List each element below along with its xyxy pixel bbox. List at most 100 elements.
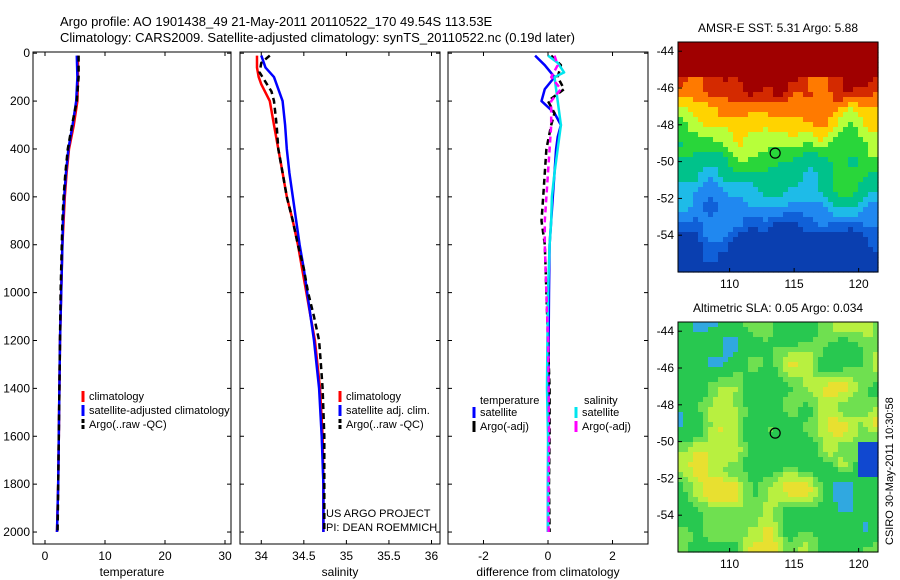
sla-heatmap-cell — [713, 337, 719, 343]
sst-heatmap-cell — [678, 222, 684, 228]
sla-heatmap-cell — [728, 377, 734, 383]
sst-heatmap-cell — [728, 152, 734, 158]
sla-heatmap-cell — [678, 427, 684, 433]
sst-heatmap-cell — [803, 52, 809, 58]
sla-heatmap-cell — [768, 417, 774, 423]
sla-heatmap-cell — [858, 547, 864, 553]
sst-heatmap-cell — [848, 237, 854, 243]
sst-heatmap-cell — [768, 247, 774, 253]
sst-heatmap-cell — [848, 152, 854, 158]
sst-heatmap-cell — [873, 252, 879, 258]
sla-heatmap-cell — [698, 337, 704, 343]
sla-heatmap-cell — [853, 547, 859, 553]
sla-heatmap-cell — [793, 482, 799, 488]
sst-heatmap-cell — [768, 92, 774, 98]
sst-heatmap-cell — [708, 267, 714, 273]
sst-heatmap-cell — [788, 202, 794, 208]
sla-heatmap-cell — [823, 402, 829, 408]
sla-heatmap-cell — [768, 402, 774, 408]
sla-heatmap-cell — [683, 502, 689, 508]
sla-heatmap-cell — [793, 342, 799, 348]
sst-heatmap-cell — [723, 82, 729, 88]
sst-heatmap-cell — [753, 47, 759, 53]
sla-heatmap-cell — [768, 457, 774, 463]
sla-heatmap-cell — [758, 487, 764, 493]
sst-heatmap-cell — [738, 87, 744, 93]
sst-heatmap-cell — [873, 87, 879, 93]
sst-heatmap-cell — [858, 222, 864, 228]
sst-heatmap-cell — [683, 112, 689, 118]
sst-heatmap-cell — [728, 102, 734, 108]
sst-heatmap-cell — [838, 252, 844, 258]
sla-heatmap-cell — [708, 397, 714, 403]
sla-heatmap-cell — [738, 527, 744, 533]
sla-heatmap-cell — [838, 427, 844, 433]
sst-heatmap-cell — [818, 112, 824, 118]
sla-heatmap-cell — [873, 517, 879, 523]
sla-heatmap-cell — [733, 412, 739, 418]
temp-legend-label: climatology — [89, 391, 145, 403]
sst-heatmap-cell — [833, 267, 839, 273]
sla-map-frame — [677, 321, 879, 553]
sla-heatmap-cell — [683, 497, 689, 503]
sla-heatmap-cell — [778, 522, 784, 528]
sla-heatmap-cell — [858, 367, 864, 373]
sst-heatmap-cell — [773, 262, 779, 268]
sst-heatmap-cell — [873, 122, 879, 128]
sla-heatmap-cell — [768, 547, 774, 553]
sla-heatmap-cell — [693, 492, 699, 498]
sla-heatmap-cell — [863, 517, 869, 523]
sla-heatmap-cell — [733, 477, 739, 483]
sla-heatmap-cell — [843, 337, 849, 343]
sst-heatmap-cell — [863, 162, 869, 168]
sst-heatmap-cell — [843, 77, 849, 83]
sla-heatmap-cell — [868, 512, 874, 518]
sst-heatmap-cell — [808, 197, 814, 203]
sst-heatmap-cell — [713, 82, 719, 88]
sla-heatmap-cell — [698, 342, 704, 348]
sla-heatmap-cell — [793, 347, 799, 353]
sla-heatmap-cell — [853, 517, 859, 523]
sla-heatmap-cell — [838, 352, 844, 358]
sla-heatmap-cell — [693, 487, 699, 493]
sst-heatmap-cell — [843, 157, 849, 163]
sla-heatmap-cell — [753, 502, 759, 508]
sla-heatmap-cell — [718, 457, 724, 463]
sla-heatmap-cell — [743, 327, 749, 333]
sla-heatmap-cell — [803, 417, 809, 423]
sla-heatmap-cell — [868, 527, 874, 533]
sla-heatmap-cell — [733, 322, 739, 328]
sst-heatmap-cell — [863, 127, 869, 133]
sst-heatmap-cell — [863, 87, 869, 93]
sst-heatmap-cell — [768, 207, 774, 213]
sst-heatmap-cell — [683, 87, 689, 93]
sst-heatmap-cell — [723, 132, 729, 138]
sst-heatmap-cell — [793, 237, 799, 243]
sst-heatmap-cell — [748, 197, 754, 203]
sst-heatmap-cell — [798, 167, 804, 173]
sst-heatmap-cell — [778, 267, 784, 273]
sst-heatmap-cell — [688, 202, 694, 208]
sla-heatmap-cell — [803, 537, 809, 543]
sst-heatmap-cell — [873, 257, 879, 263]
sst-heatmap-cell — [808, 232, 814, 238]
sst-heatmap-cell — [758, 197, 764, 203]
sst-heatmap-cell — [808, 252, 814, 258]
sla-heatmap-cell — [808, 402, 814, 408]
sst-heatmap-cell — [873, 262, 879, 268]
sst-heatmap-cell — [828, 62, 834, 68]
sst-heatmap-cell — [853, 267, 859, 273]
sst-heatmap-cell — [678, 202, 684, 208]
sla-heatmap-cell — [853, 457, 859, 463]
sla-heatmap-cell — [863, 382, 869, 388]
sst-heatmap-cell — [778, 57, 784, 63]
sla-heatmap-cell — [833, 352, 839, 358]
sst-heatmap-cell — [778, 112, 784, 118]
sla-heatmap-cell — [718, 537, 724, 543]
sst-heatmap-cell — [738, 152, 744, 158]
sst-heatmap-cell — [823, 162, 829, 168]
sla-heatmap-cell — [828, 342, 834, 348]
sst-heatmap-cell — [718, 167, 724, 173]
sst-heatmap-cell — [693, 137, 699, 143]
